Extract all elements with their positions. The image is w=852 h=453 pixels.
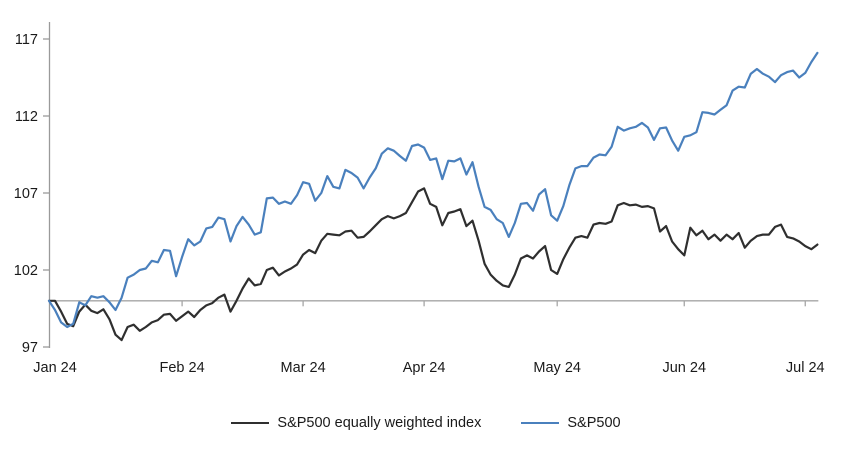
y-axis-tick-label: 97: [22, 340, 38, 356]
legend-item-sp500: S&P500: [521, 415, 621, 431]
sp500-line-swatch: [521, 422, 560, 424]
x-axis-label: Feb 24: [160, 360, 205, 376]
y-axis-tick-label: 117: [15, 32, 38, 48]
x-axis-label: Mar 24: [281, 360, 326, 376]
legend-label-sp500: S&P500: [567, 415, 621, 431]
x-axis-label: May 24: [533, 360, 581, 376]
x-axis-label: Apr 24: [403, 360, 446, 376]
legend-item-equal-weight: S&P500 equally weighted index: [231, 415, 481, 431]
legend-label-equal-weight: S&P500 equally weighted index: [277, 415, 482, 431]
y-axis-tick-label: 107: [14, 186, 38, 202]
series-line-sp500: [47, 51, 819, 329]
chart-legend: S&P500 equally weighted index S&P500: [0, 411, 852, 435]
y-axis-tick-label: 112: [15, 109, 38, 125]
x-axis-label: Jul 24: [786, 360, 825, 376]
x-axis-label: Jun 24: [662, 360, 706, 376]
y-axis-tick-label: 102: [14, 263, 38, 279]
series-line-equal-weight: [47, 187, 819, 342]
x-axis-label: Jan 24: [33, 360, 77, 376]
equal-weight-line-swatch: [231, 422, 270, 424]
